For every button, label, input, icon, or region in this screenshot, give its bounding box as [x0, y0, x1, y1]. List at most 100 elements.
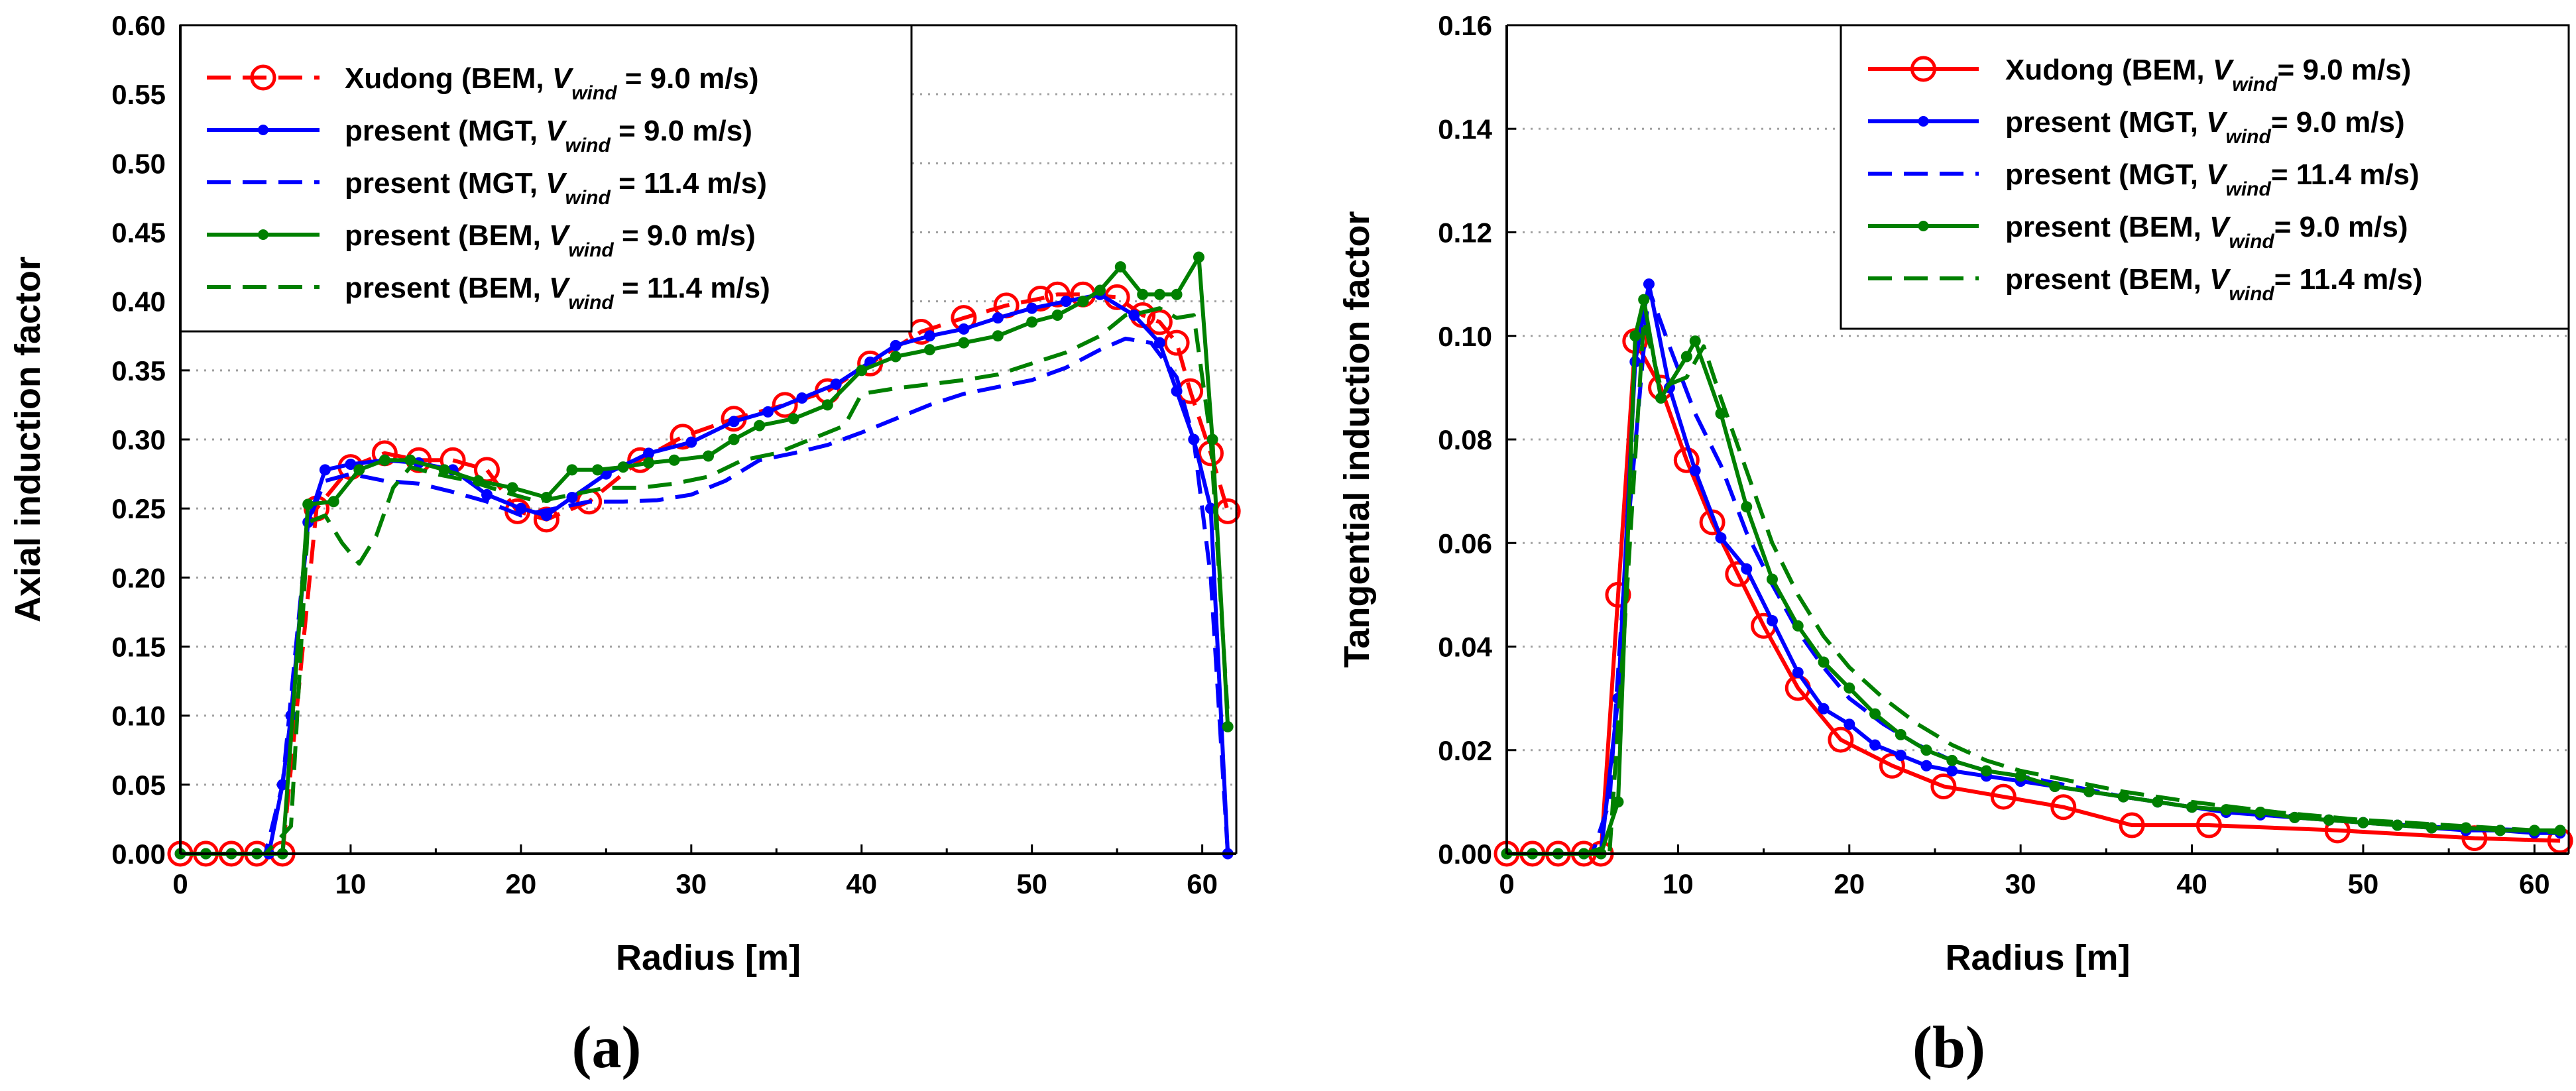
data-point — [319, 464, 331, 476]
legend-entry-part: wind — [2226, 178, 2272, 200]
data-point — [1741, 501, 1753, 513]
data-point — [958, 337, 970, 349]
x-axis-label: Radius [m] — [616, 938, 801, 978]
x-axis-label: Radius [m] — [1945, 938, 2130, 978]
data-point — [2195, 812, 2222, 838]
data-point — [1094, 284, 1106, 296]
legend-entry-part: = 9.0 m/s) — [617, 62, 759, 95]
legend-entry-part: wind — [2232, 74, 2278, 95]
data-point — [958, 323, 970, 335]
legend-entry-part: = 9.0 m/s) — [2278, 54, 2412, 86]
legend-swatch-marker — [250, 64, 276, 91]
data-point — [1869, 708, 1881, 720]
x-tick-label: 30 — [675, 868, 707, 899]
legend-entry-part: present (MGT, — [345, 115, 546, 147]
data-point — [1026, 302, 1038, 314]
data-point — [2289, 811, 2301, 823]
data-point — [2119, 812, 2145, 838]
data-point — [890, 339, 902, 351]
data-point — [566, 492, 578, 503]
legend-entry: present (BEM, Vwind= 11.4 m/s) — [2005, 263, 2423, 305]
data-point — [703, 450, 714, 462]
y-tick-label: 0.08 — [1438, 424, 1492, 455]
y-tick-label: 0.60 — [111, 10, 166, 41]
y-tick-label: 0.02 — [1438, 735, 1492, 766]
data-point — [2323, 814, 2335, 826]
legend-entry-part: V — [552, 62, 574, 95]
data-point — [992, 330, 1004, 342]
legend-entry-part: wind — [568, 292, 614, 314]
x-tick-label: 50 — [2348, 868, 2379, 899]
legend-entry-part: wind — [568, 239, 614, 261]
data-point — [1980, 765, 1992, 777]
data-point — [1114, 261, 1126, 273]
legend-entry-part: present (MGT, — [2005, 158, 2206, 191]
y-tick-label: 0.00 — [1438, 838, 1492, 870]
data-point — [1767, 614, 1778, 626]
x-tick-label: 60 — [2519, 868, 2550, 899]
data-point — [1818, 656, 1830, 668]
legend-entry-part: = 9.0 m/s) — [614, 219, 756, 252]
x-tick-label: 60 — [1187, 868, 1218, 899]
data-point — [2426, 822, 2437, 834]
y-tick-label: 0.55 — [111, 79, 166, 110]
legend-entry: present (MGT, Vwind = 9.0 m/s) — [345, 115, 752, 156]
legend-entry-part: present (BEM, — [345, 219, 549, 252]
legend-entry-part: V — [546, 167, 567, 200]
data-point — [992, 312, 1004, 324]
legend-entry-part: = 11.4 m/s) — [611, 167, 767, 200]
data-point — [1930, 773, 1957, 799]
y-tick-label: 0.12 — [1438, 217, 1492, 249]
data-point — [1222, 720, 1234, 732]
legend-entry-part: wind — [565, 187, 611, 209]
data-point — [481, 488, 493, 500]
series-line-4 — [180, 306, 1230, 856]
data-point — [1920, 744, 1932, 756]
panel-b-chart: 0.00 0.02 0.04 0.06 0.08 0.10 0.12 0.14 0.16 0 10 2… — [1337, 10, 2573, 1080]
data-point — [302, 498, 314, 510]
y-tick-label: 0.00 — [111, 838, 166, 870]
data-point — [1655, 392, 1667, 404]
panel-label: (a) — [572, 1015, 642, 1080]
data-point — [1828, 726, 1854, 753]
data-point — [1077, 296, 1089, 308]
data-point — [1051, 310, 1063, 321]
data-point — [404, 454, 416, 466]
panel-label: (b) — [1912, 1015, 1985, 1080]
data-point — [1026, 316, 1038, 328]
data-point — [1605, 581, 1631, 608]
data-point — [1990, 783, 2017, 810]
data-point — [1137, 288, 1149, 300]
legend-entry-part: = 9.0 m/s) — [2274, 211, 2408, 243]
x-tick-label: 0 — [172, 868, 188, 899]
data-point — [1060, 296, 1072, 308]
data-point — [1044, 281, 1071, 308]
series-line-1 — [180, 292, 1230, 856]
data-point — [1629, 330, 1641, 342]
legend-entry: present (MGT, Vwind= 11.4 m/s) — [2005, 158, 2420, 200]
legend-entry: present (BEM, Vwind= 9.0 m/s) — [2005, 211, 2408, 253]
panel-a-chart: 0.00 0.05 0.10 0.15 0.20 0.25 0.30 0.35 0.40 0.45… — [8, 10, 1241, 1080]
data-point — [1146, 309, 1173, 335]
y-tick-label: 0.25 — [111, 493, 166, 524]
legend-entry-part: wind — [2229, 231, 2274, 253]
data-point — [379, 454, 390, 466]
data-point — [670, 424, 696, 450]
series-line-0 — [180, 292, 1230, 856]
data-point — [1879, 752, 1905, 779]
y-tick-label: 0.50 — [111, 148, 166, 179]
legend-entry-part: present (MGT, — [2005, 106, 2206, 139]
series-group — [1493, 278, 2573, 867]
data-point — [1153, 337, 1165, 349]
legend: Xudong (BEM, Vwind = 9.0 m/s)present (MG… — [179, 24, 913, 333]
y-tick-label: 0.10 — [111, 701, 166, 732]
x-tick-label: 50 — [1016, 868, 1047, 899]
legend-entry-part: present (MGT, — [345, 167, 546, 200]
data-point — [1946, 754, 1958, 766]
y-tick-label: 0.30 — [111, 424, 166, 455]
y-tick-label: 0.15 — [111, 632, 166, 663]
series-line-0 — [1507, 339, 2561, 856]
data-point — [327, 496, 339, 508]
data-point — [1715, 532, 1727, 544]
